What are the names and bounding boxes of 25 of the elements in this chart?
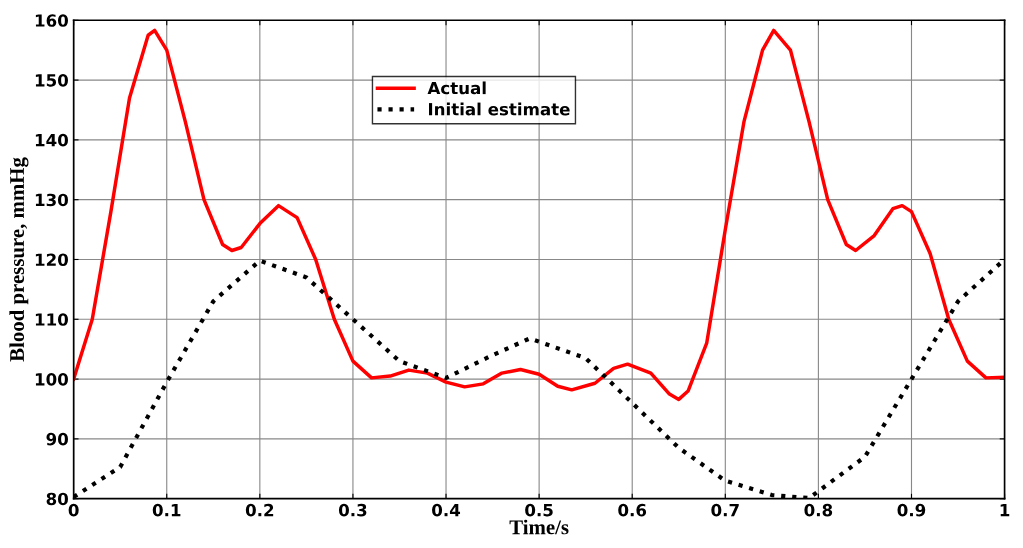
x-tick-label: 0.6 — [618, 503, 647, 517]
x-tick-label: 0.8 — [804, 503, 833, 517]
y-tick-label: 90 — [46, 432, 68, 446]
y-tick-label: 140 — [35, 133, 68, 147]
y-axis-title: Blood pressure, mmHg — [9, 157, 29, 362]
x-tick-label: 1 — [1000, 504, 1010, 517]
x-tick-label: 0.2 — [245, 503, 274, 517]
y-tick-label: 110 — [35, 313, 68, 326]
x-tick-label: 0.1 — [152, 503, 181, 517]
legend-label: Initial estimate — [428, 102, 570, 116]
x-tick-label: 0.7 — [711, 503, 739, 517]
legend-label: Actual — [427, 81, 486, 95]
y-tick-label: 150 — [35, 74, 68, 87]
x-tick-label: 0.9 — [897, 503, 926, 517]
y-tick-label: 80 — [46, 492, 68, 506]
line-series — [73, 28, 1005, 402]
x-axis-title: Time/s — [509, 519, 569, 535]
y-tick-label: 120 — [35, 253, 68, 267]
x-tick-label: 0.5 — [525, 503, 553, 517]
x-tick-label: 0.4 — [432, 503, 461, 517]
x-tick-label: 0.3 — [338, 503, 367, 517]
y-tick-label: 130 — [35, 193, 68, 207]
y-tick-label: 160 — [35, 14, 68, 27]
y-tick-label: 100 — [35, 373, 68, 386]
x-tick-label: 0 — [68, 503, 79, 517]
